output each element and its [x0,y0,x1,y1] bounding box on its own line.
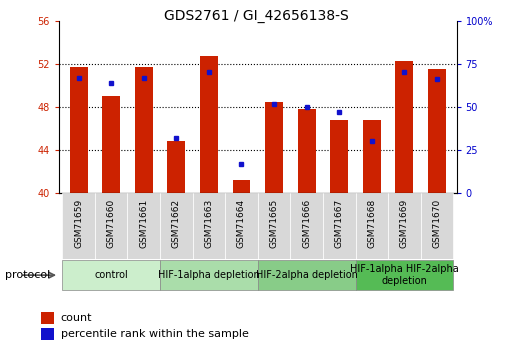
Bar [421,193,453,259]
Bar [225,193,258,259]
Bar [95,193,127,259]
Text: GSM71659: GSM71659 [74,198,83,248]
Text: GSM71665: GSM71665 [269,198,279,248]
Bar [160,193,192,259]
Bar [363,120,381,193]
Bar [192,193,225,259]
Bar [428,69,446,193]
Bar [298,109,315,193]
Bar [167,141,185,193]
Text: HIF-1alpha HIF-2alpha
depletion: HIF-1alpha HIF-2alpha depletion [350,264,459,286]
Bar [290,193,323,259]
Text: GDS2761 / GI_42656138-S: GDS2761 / GI_42656138-S [164,9,349,23]
Text: HIF-1alpha depletion: HIF-1alpha depletion [158,270,260,280]
Bar [102,96,120,193]
Bar [258,193,290,259]
Text: GSM71666: GSM71666 [302,198,311,248]
Bar [356,193,388,259]
Bar [388,193,421,259]
Bar [396,61,413,193]
Bar [62,193,95,259]
Bar [258,260,356,290]
Text: GSM71670: GSM71670 [432,198,442,248]
Text: HIF-2alpha depletion: HIF-2alpha depletion [255,270,358,280]
Bar [62,260,160,290]
Text: GSM71664: GSM71664 [237,198,246,248]
Bar [200,56,218,193]
Text: GSM71663: GSM71663 [204,198,213,248]
Bar [323,193,356,259]
Text: count: count [61,313,92,323]
Bar [41,312,53,324]
Text: GSM71667: GSM71667 [335,198,344,248]
Bar [70,67,88,193]
Text: GSM71668: GSM71668 [367,198,377,248]
Bar [330,120,348,193]
Bar [127,193,160,259]
Text: percentile rank within the sample: percentile rank within the sample [61,329,249,339]
Text: GSM71661: GSM71661 [139,198,148,248]
Bar [135,67,153,193]
Bar [41,328,53,340]
Bar [265,101,283,193]
Text: GSM71669: GSM71669 [400,198,409,248]
Text: GSM71662: GSM71662 [172,198,181,248]
Text: protocol: protocol [5,270,50,280]
Text: GSM71660: GSM71660 [107,198,115,248]
Text: control: control [94,270,128,280]
Bar [160,260,258,290]
Bar [356,260,453,290]
Bar [232,180,250,193]
